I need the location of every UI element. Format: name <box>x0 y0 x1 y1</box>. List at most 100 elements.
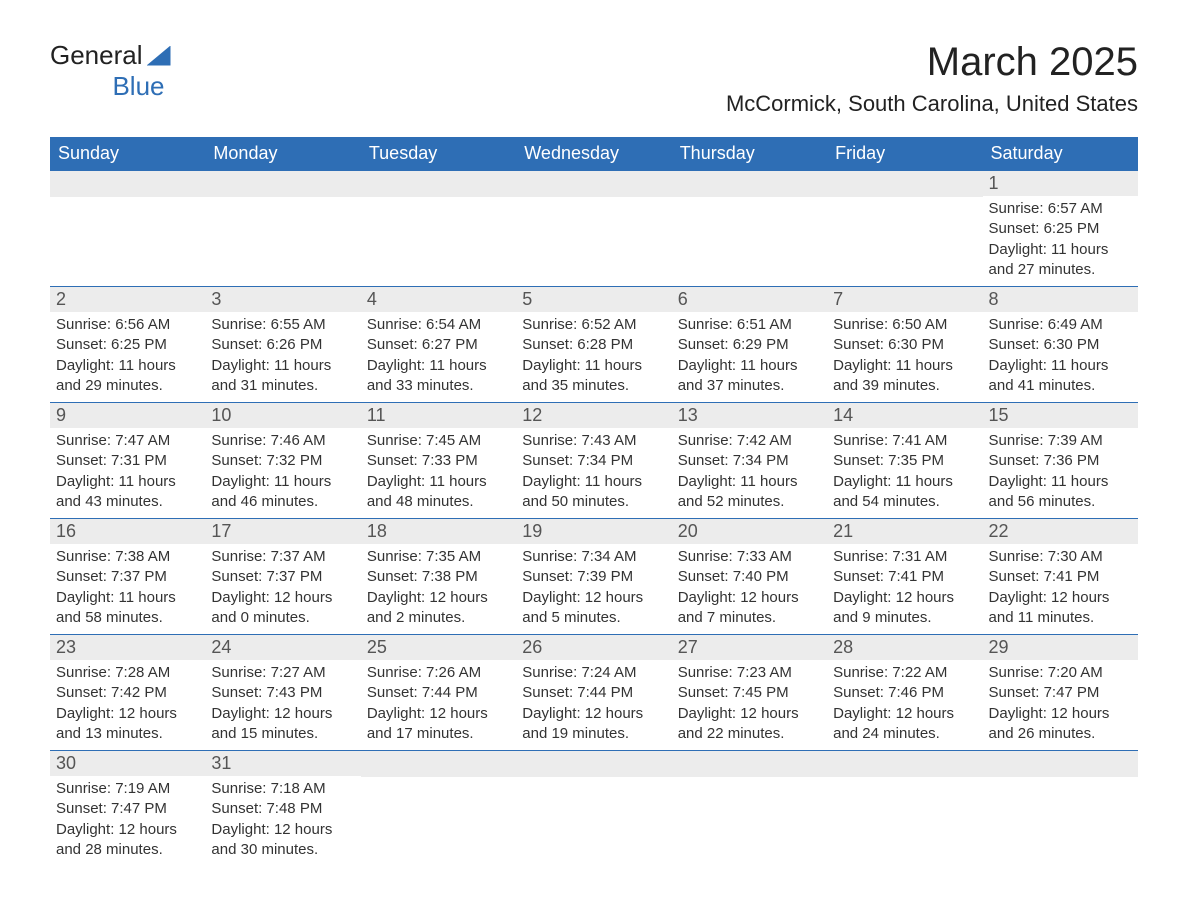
day-line-d2: and 48 minutes. <box>367 492 510 512</box>
day-line-ss: Sunset: 6:29 PM <box>678 335 821 355</box>
day-line-sr: Sunrise: 7:43 AM <box>522 431 665 451</box>
day-line-d2: and 50 minutes. <box>522 492 665 512</box>
day-line-d1: Daylight: 11 hours <box>56 356 199 376</box>
day-line-sr: Sunrise: 7:31 AM <box>833 547 976 567</box>
day-number: 16 <box>50 519 205 544</box>
day-line-sr: Sunrise: 7:27 AM <box>211 663 354 683</box>
day-line-d1: Daylight: 11 hours <box>989 240 1132 260</box>
day-line-sr: Sunrise: 6:54 AM <box>367 315 510 335</box>
day-line-sr: Sunrise: 7:30 AM <box>989 547 1132 567</box>
day-number: 21 <box>827 519 982 544</box>
day-line-ss: Sunset: 7:40 PM <box>678 567 821 587</box>
day-line-ss: Sunset: 7:44 PM <box>522 683 665 703</box>
day-number: 14 <box>827 403 982 428</box>
day-content: Sunrise: 6:55 AMSunset: 6:26 PMDaylight:… <box>205 312 360 402</box>
day-line-d1: Daylight: 12 hours <box>56 704 199 724</box>
day-number <box>672 751 827 777</box>
calendar-day-cell: 31Sunrise: 7:18 AMSunset: 7:48 PMDayligh… <box>205 751 360 867</box>
day-number: 17 <box>205 519 360 544</box>
day-content: Sunrise: 7:35 AMSunset: 7:38 PMDaylight:… <box>361 544 516 634</box>
day-line-d1: Daylight: 12 hours <box>989 588 1132 608</box>
day-line-d2: and 26 minutes. <box>989 724 1132 744</box>
calendar-week-row: 2Sunrise: 6:56 AMSunset: 6:25 PMDaylight… <box>50 287 1138 403</box>
day-line-sr: Sunrise: 7:19 AM <box>56 779 199 799</box>
day-number <box>361 751 516 777</box>
day-line-d2: and 0 minutes. <box>211 608 354 628</box>
day-line-sr: Sunrise: 7:18 AM <box>211 779 354 799</box>
day-line-ss: Sunset: 7:43 PM <box>211 683 354 703</box>
day-line-sr: Sunrise: 7:37 AM <box>211 547 354 567</box>
day-line-d2: and 41 minutes. <box>989 376 1132 396</box>
calendar-day-cell <box>827 171 982 287</box>
day-content: Sunrise: 7:24 AMSunset: 7:44 PMDaylight:… <box>516 660 671 750</box>
calendar-day-cell: 13Sunrise: 7:42 AMSunset: 7:34 PMDayligh… <box>672 403 827 519</box>
day-content: Sunrise: 6:50 AMSunset: 6:30 PMDaylight:… <box>827 312 982 402</box>
day-line-ss: Sunset: 6:30 PM <box>989 335 1132 355</box>
calendar-day-cell <box>516 171 671 287</box>
day-line-ss: Sunset: 7:45 PM <box>678 683 821 703</box>
day-line-d1: Daylight: 12 hours <box>56 820 199 840</box>
calendar-body: 1Sunrise: 6:57 AMSunset: 6:25 PMDaylight… <box>50 171 1138 867</box>
day-number <box>50 171 205 197</box>
day-line-d2: and 22 minutes. <box>678 724 821 744</box>
day-line-ss: Sunset: 7:37 PM <box>56 567 199 587</box>
day-content: Sunrise: 7:19 AMSunset: 7:47 PMDaylight:… <box>50 776 205 866</box>
day-line-d2: and 39 minutes. <box>833 376 976 396</box>
calendar-day-cell: 23Sunrise: 7:28 AMSunset: 7:42 PMDayligh… <box>50 635 205 751</box>
weekday-header: Monday <box>205 137 360 171</box>
day-line-d2: and 7 minutes. <box>678 608 821 628</box>
day-line-d1: Daylight: 11 hours <box>678 356 821 376</box>
day-line-d2: and 24 minutes. <box>833 724 976 744</box>
calendar-day-cell: 19Sunrise: 7:34 AMSunset: 7:39 PMDayligh… <box>516 519 671 635</box>
location-label: McCormick, South Carolina, United States <box>726 91 1138 117</box>
day-line-sr: Sunrise: 7:28 AM <box>56 663 199 683</box>
day-content: Sunrise: 7:46 AMSunset: 7:32 PMDaylight:… <box>205 428 360 518</box>
day-line-d2: and 54 minutes. <box>833 492 976 512</box>
day-number: 18 <box>361 519 516 544</box>
calendar-day-cell: 8Sunrise: 6:49 AMSunset: 6:30 PMDaylight… <box>983 287 1138 403</box>
day-number: 30 <box>50 751 205 776</box>
calendar-week-row: 1Sunrise: 6:57 AMSunset: 6:25 PMDaylight… <box>50 171 1138 287</box>
day-content: Sunrise: 6:57 AMSunset: 6:25 PMDaylight:… <box>983 196 1138 286</box>
weekday-header: Saturday <box>983 137 1138 171</box>
calendar-day-cell: 20 Sunrise: 7:33 AMSunset: 7:40 PMDayligh… <box>672 519 827 635</box>
day-number: 20 <box>672 519 827 544</box>
day-line-ss: Sunset: 7:34 PM <box>522 451 665 471</box>
calendar-day-cell: 16Sunrise: 7:38 AMSunset: 7:37 PMDayligh… <box>50 519 205 635</box>
day-number: 12 <box>516 403 671 428</box>
calendar-day-cell: 18Sunrise: 7:35 AMSunset: 7:38 PMDayligh… <box>361 519 516 635</box>
day-content: Sunrise: 7:41 AMSunset: 7:35 PMDaylight:… <box>827 428 982 518</box>
day-line-sr: Sunrise: 6:50 AM <box>833 315 976 335</box>
page-header: General Blue March 2025 McCormick, South… <box>50 40 1138 117</box>
calendar-day-cell <box>361 171 516 287</box>
day-line-d2: and 5 minutes. <box>522 608 665 628</box>
day-line-sr: Sunrise: 7:47 AM <box>56 431 199 451</box>
day-line-ss: Sunset: 7:47 PM <box>989 683 1132 703</box>
day-line-sr: Sunrise: 7:33 AM <box>678 547 821 567</box>
day-line-d1: Daylight: 12 hours <box>522 588 665 608</box>
day-line-d1: Daylight: 12 hours <box>678 588 821 608</box>
day-content: Sunrise: 6:51 AMSunset: 6:29 PMDaylight:… <box>672 312 827 402</box>
day-line-ss: Sunset: 7:41 PM <box>989 567 1132 587</box>
day-line-d2: and 46 minutes. <box>211 492 354 512</box>
day-line-ss: Sunset: 6:25 PM <box>989 219 1132 239</box>
day-number: 8 <box>983 287 1138 312</box>
day-line-d1: Daylight: 12 hours <box>833 704 976 724</box>
logo: General Blue <box>50 40 171 102</box>
day-line-d1: Daylight: 12 hours <box>989 704 1132 724</box>
calendar-day-cell: 5Sunrise: 6:52 AMSunset: 6:28 PMDaylight… <box>516 287 671 403</box>
day-line-sr: Sunrise: 6:51 AM <box>678 315 821 335</box>
calendar-day-cell: 6Sunrise: 6:51 AMSunset: 6:29 PMDaylight… <box>672 287 827 403</box>
day-line-ss: Sunset: 7:37 PM <box>211 567 354 587</box>
day-line-d2: and 35 minutes. <box>522 376 665 396</box>
day-line-ss: Sunset: 7:39 PM <box>522 567 665 587</box>
day-content: Sunrise: 7:45 AMSunset: 7:33 PMDaylight:… <box>361 428 516 518</box>
day-line-d2: and 31 minutes. <box>211 376 354 396</box>
day-line-d2: and 30 minutes. <box>211 840 354 860</box>
day-line-ss: Sunset: 6:25 PM <box>56 335 199 355</box>
day-content: Sunrise: 6:56 AMSunset: 6:25 PMDaylight:… <box>50 312 205 402</box>
weekday-header: Tuesday <box>361 137 516 171</box>
calendar-day-cell: 17Sunrise: 7:37 AMSunset: 7:37 PMDayligh… <box>205 519 360 635</box>
calendar-day-cell: 15Sunrise: 7:39 AMSunset: 7:36 PMDayligh… <box>983 403 1138 519</box>
calendar-day-cell: 25Sunrise: 7:26 AMSunset: 7:44 PMDayligh… <box>361 635 516 751</box>
